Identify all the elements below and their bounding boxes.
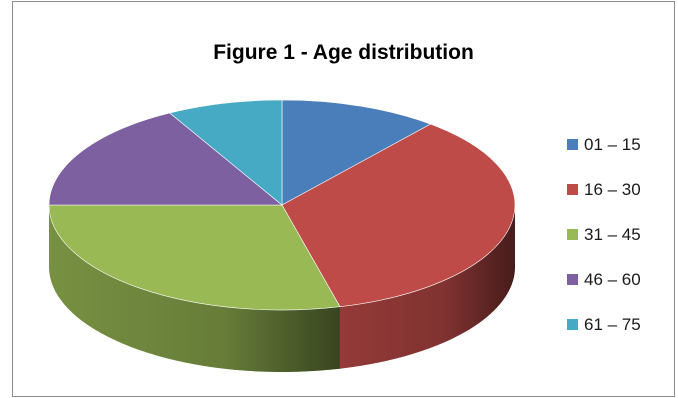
legend-item: 31 – 45 xyxy=(567,225,667,245)
legend-item: 16 – 30 xyxy=(567,180,667,200)
legend-label: 31 – 45 xyxy=(584,225,641,245)
legend-swatch xyxy=(567,319,578,330)
legend-swatch xyxy=(567,184,578,195)
legend-item: 46 – 60 xyxy=(567,270,667,290)
legend-label: 01 – 15 xyxy=(584,135,641,155)
legend-label: 16 – 30 xyxy=(584,180,641,200)
legend-swatch xyxy=(567,274,578,285)
legend-label: 61 – 75 xyxy=(584,315,641,335)
legend-item: 61 – 75 xyxy=(567,315,667,335)
chart-legend: 01 – 15 16 – 30 31 – 45 46 – 60 61 – 75 xyxy=(567,135,667,360)
legend-swatch xyxy=(567,139,578,150)
legend-swatch xyxy=(567,229,578,240)
legend-label: 46 – 60 xyxy=(584,270,641,290)
legend-item: 01 – 15 xyxy=(567,135,667,155)
